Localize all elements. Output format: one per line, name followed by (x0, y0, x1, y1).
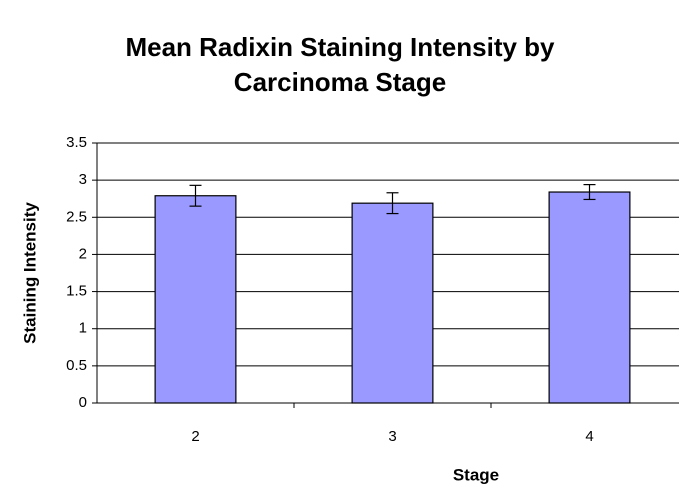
bar (351, 202, 434, 404)
y-tick-label: 1 (79, 320, 87, 337)
error-bar (189, 184, 202, 207)
x-tick-label: 4 (585, 428, 593, 445)
bar (154, 195, 237, 404)
chart-title: Mean Radixin Staining Intensity by Carci… (125, 32, 555, 97)
error-bar (583, 184, 596, 201)
y-tick-label: 2.5 (66, 208, 87, 225)
error-bar (386, 192, 399, 215)
x-tick-label: 2 (191, 428, 199, 445)
y-tick-label: 0 (79, 394, 87, 411)
x-tick-label: 3 (388, 428, 396, 445)
y-axis-label: Staining Intensity (20, 202, 39, 344)
x-axis-label: Stage (453, 465, 499, 484)
y-tick-label: 2 (79, 245, 87, 262)
y-tick-label: 3 (79, 171, 87, 188)
bar (548, 191, 631, 404)
y-tick-label: 3.5 (66, 134, 87, 151)
y-tick-label: 1.5 (66, 283, 87, 300)
y-tick-label: 0.5 (66, 357, 87, 374)
